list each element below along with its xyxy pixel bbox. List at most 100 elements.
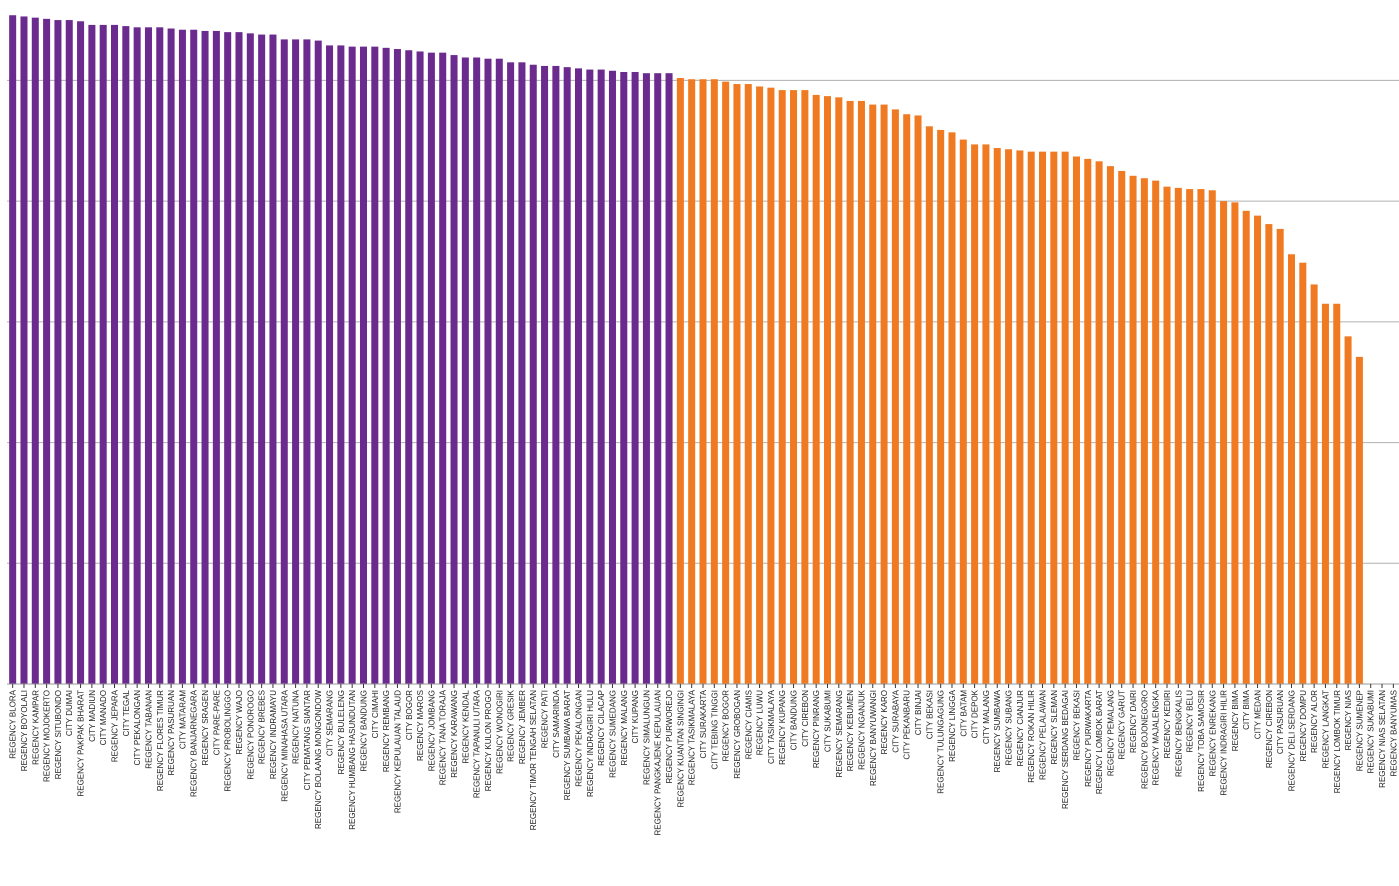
x-tick-label: REGENCY BOLAANG MONGONDOW	[314, 690, 323, 829]
x-tick-label: REGENCY LINGGA	[948, 689, 957, 762]
x-tick-label: REGENCY WONOGIRI	[495, 690, 504, 774]
bar-21	[246, 33, 254, 685]
bar-85	[971, 144, 979, 684]
x-tick-label: REGENCY PONOROGO	[246, 690, 255, 780]
x-tick-label: REGENCY PATI	[541, 690, 550, 748]
bar-20	[235, 32, 243, 684]
bar-65	[744, 84, 752, 685]
x-tick-label: REGENCY JOMBANG	[427, 690, 436, 771]
x-tick-label: REGENCY CILACAP	[597, 690, 606, 766]
x-tick-label: REGENCY ROKAN HILIR	[1027, 690, 1036, 783]
x-tick-label: CITY BIMA	[1242, 689, 1251, 730]
bar-24	[280, 39, 288, 684]
x-tick-label: REGENCY TAPANULI UTARA	[473, 689, 482, 798]
x-tick-label: REGENCY PEKALONGAN	[575, 690, 584, 787]
bar-105	[1197, 189, 1205, 684]
bar-113	[1287, 254, 1295, 684]
x-tick-label: CITY TEGAL	[122, 689, 131, 736]
x-tick-label: REGENCY KARAWANG	[450, 690, 459, 778]
bar-69	[790, 90, 798, 685]
bar-46	[529, 64, 537, 685]
bar-25	[292, 39, 300, 684]
x-tick-label: CITY MADIUN	[88, 690, 97, 742]
bar-94	[1072, 156, 1080, 685]
bar-77	[880, 104, 888, 684]
bar-16	[190, 29, 198, 685]
x-tick-label: REGENCY BOJONEGORO	[1140, 690, 1149, 789]
bar-111	[1265, 224, 1273, 684]
bar-101	[1152, 180, 1160, 684]
bar-86	[982, 144, 990, 684]
bar-11	[133, 27, 141, 685]
x-tick-label: REGENCY KENDAL	[461, 689, 470, 763]
x-tick-label: REGENCY MINAHASA UTARA	[280, 689, 289, 801]
x-tick-label: REGENCY MAJALENGKA	[1152, 689, 1161, 785]
x-tick-label: REGENCY PURWOREJO	[665, 690, 674, 784]
bar-55	[631, 71, 639, 685]
x-tick-label: REGENCY MAROS	[416, 690, 425, 761]
bar-1	[20, 16, 28, 684]
x-tick-label: REGENCY BLORA	[9, 689, 18, 758]
bar-71	[812, 94, 820, 684]
bar-54	[620, 71, 628, 685]
bar-13	[156, 27, 164, 685]
x-tick-label: REGENCY SUBANG	[1005, 690, 1014, 765]
bar-112	[1276, 228, 1284, 684]
bar-15	[178, 29, 186, 685]
bar-38	[439, 52, 447, 685]
bar-100	[1140, 178, 1148, 684]
bar-6	[77, 21, 85, 684]
x-tick-label: REGENCY KULON PROGO	[484, 690, 493, 791]
x-tick-label: REGENCY PAKPAK BHARAT	[77, 690, 86, 797]
x-tick-label: REGENCY GROBOGAN	[733, 690, 742, 779]
x-tick-label: REGENCY BANDUNG	[359, 690, 368, 772]
bar-109	[1242, 210, 1250, 685]
x-tick-label: REGENCY LANGKAT	[1321, 690, 1330, 769]
bar-60	[688, 79, 696, 685]
x-tick-label: REGENCY PROBOLINGGO	[224, 690, 233, 792]
x-tick-label: REGENCY BULELENG	[337, 690, 346, 774]
bar-74	[846, 100, 854, 684]
bar-52	[597, 69, 605, 684]
x-tick-label: REGENCY TULUNGAGUNG	[937, 690, 946, 794]
bar-96	[1095, 161, 1103, 684]
x-tick-label: REGENCY CIREBON	[1265, 690, 1274, 768]
bar-80	[914, 115, 922, 684]
bar-50	[575, 68, 583, 685]
x-tick-label: REGENCY ENREKANG	[1208, 690, 1217, 777]
x-tick-label: REGENCY NATUNA	[292, 689, 301, 764]
bar-17	[201, 30, 209, 684]
x-tick-label: REGENCY PASURUAN	[167, 690, 176, 776]
x-tick-label: REGENCY SEMARANG	[835, 690, 844, 777]
x-tick-label: REGENCY CIANJUR	[1016, 690, 1025, 767]
x-tick-label: REGENCY DAIRI	[1129, 690, 1138, 753]
x-tick-label: REGENCY DELI SERDANG	[1287, 690, 1296, 791]
x-tick-label: CITY PEKANBARU	[903, 690, 912, 760]
bar-102	[1163, 186, 1171, 684]
x-tick-label: REGENCY INDRAGIRI HILIR	[1220, 690, 1229, 796]
x-tick-label: REGENCY BEKASI	[1072, 690, 1081, 761]
x-tick-label: CITY SURABAYA	[891, 689, 900, 752]
x-tick-label: REGENCY BOGOR	[722, 690, 731, 762]
x-tick-label: REGENCY TASIKMALAYA	[688, 689, 697, 785]
bar-116	[1321, 303, 1329, 684]
x-tick-label: REGENCY SIMALUNGUN	[642, 690, 651, 785]
x-tick-label: REGENCY MOJOKERTO	[43, 690, 52, 782]
bar-70	[801, 90, 809, 685]
x-tick-label: CITY TASIKMALAYA	[767, 689, 776, 764]
x-tick-label: REGENCY SITUBONDO	[54, 690, 63, 779]
x-tick-label: CITY MANADO	[99, 690, 108, 745]
x-tick-label: REGENCY SERDANG BEDAGAI	[1061, 690, 1070, 809]
x-tick-label: REGENCY NGANJUK	[857, 689, 866, 770]
x-tick-label: REGENCY SUMBAWA BARAT	[563, 690, 572, 800]
bar-58	[665, 73, 673, 684]
bar-84	[959, 139, 967, 684]
bar-64	[733, 84, 741, 685]
bar-67	[767, 87, 775, 685]
x-tick-label: REGENCY PEMALANG	[1106, 690, 1115, 776]
bar-118	[1344, 336, 1352, 684]
bar-104	[1186, 189, 1194, 684]
x-tick-label: CITY TEBING TINGGI	[710, 690, 719, 770]
x-tick-label: REGENCY REMBANG	[382, 690, 391, 772]
x-tick-label: CITY SEMARANG	[326, 690, 335, 756]
